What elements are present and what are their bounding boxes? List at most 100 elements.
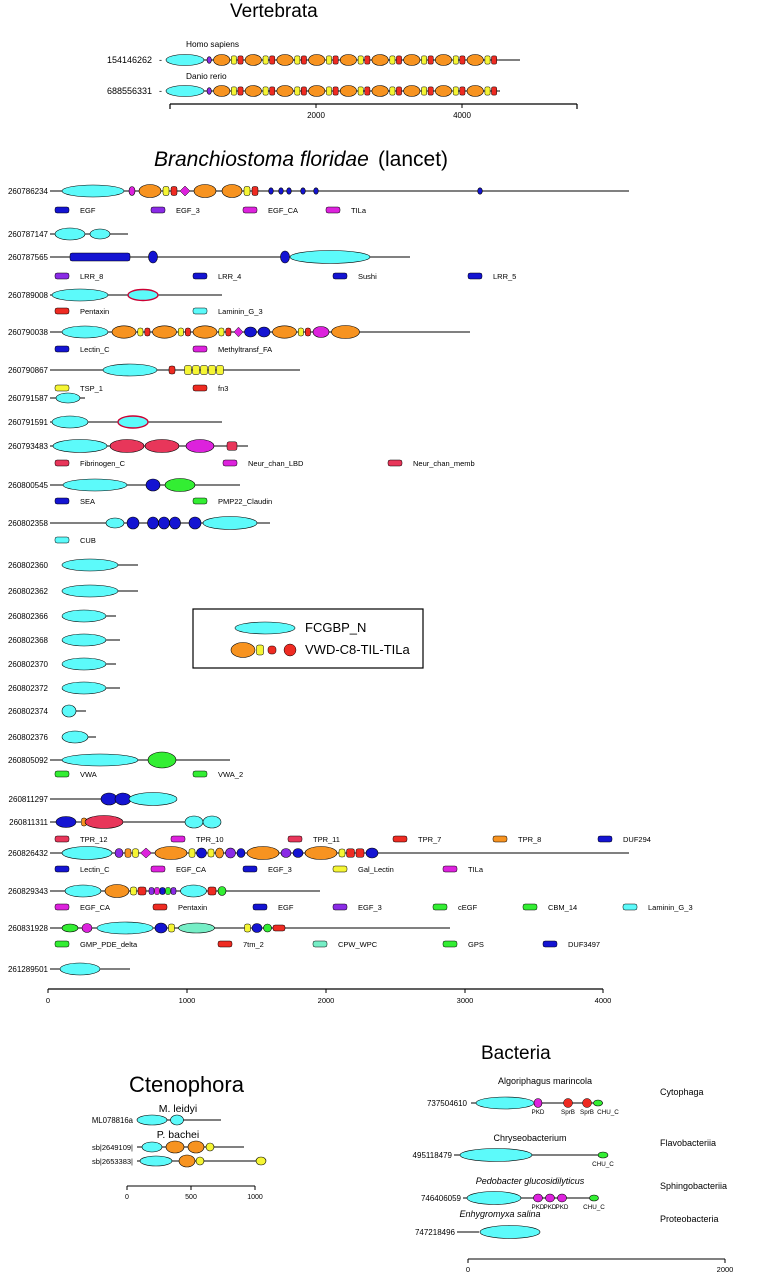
svg-text:3000: 3000 bbox=[457, 996, 474, 1005]
svg-text:LRR_4: LRR_4 bbox=[218, 272, 241, 281]
svg-text:261289501: 261289501 bbox=[8, 965, 49, 974]
svg-text:260802370: 260802370 bbox=[8, 660, 49, 669]
svg-text:260802360: 260802360 bbox=[8, 561, 49, 570]
svg-text:TPR_8: TPR_8 bbox=[518, 835, 541, 844]
svg-text:sb|2653383|: sb|2653383| bbox=[92, 1157, 133, 1166]
svg-text:TILa: TILa bbox=[351, 206, 367, 215]
svg-text:747218496: 747218496 bbox=[415, 1228, 456, 1237]
svg-text:260802372: 260802372 bbox=[8, 684, 49, 693]
svg-text:260793483: 260793483 bbox=[8, 442, 49, 451]
svg-text:-: - bbox=[159, 55, 162, 65]
svg-text:Danio rerio: Danio rerio bbox=[186, 71, 227, 81]
svg-text:-: - bbox=[159, 86, 162, 96]
svg-text:CHU_C: CHU_C bbox=[592, 1161, 614, 1168]
svg-text:PMP22_Claudin: PMP22_Claudin bbox=[218, 497, 272, 506]
svg-text:260790867: 260790867 bbox=[8, 366, 49, 375]
svg-text:260826432: 260826432 bbox=[8, 849, 49, 858]
svg-text:Algoriphagus marincola: Algoriphagus marincola bbox=[498, 1076, 592, 1086]
svg-text:LRR_8: LRR_8 bbox=[80, 272, 103, 281]
svg-text:FCGBP_N: FCGBP_N bbox=[305, 620, 366, 635]
svg-text:SEA: SEA bbox=[80, 497, 95, 506]
svg-text:260811311: 260811311 bbox=[9, 818, 48, 827]
svg-text:VWA_2: VWA_2 bbox=[218, 770, 243, 779]
svg-text:CHU_C: CHU_C bbox=[583, 1204, 605, 1211]
svg-text:260829343: 260829343 bbox=[8, 887, 49, 896]
svg-text:4000: 4000 bbox=[453, 111, 471, 120]
svg-text:Homo sapiens: Homo sapiens bbox=[186, 39, 239, 49]
svg-text:Pedobacter glucosidilyticus: Pedobacter glucosidilyticus bbox=[476, 1176, 585, 1186]
svg-text:737504610: 737504610 bbox=[427, 1099, 468, 1108]
svg-text:Cytophaga: Cytophaga bbox=[660, 1087, 704, 1097]
svg-text:260791587: 260791587 bbox=[8, 394, 49, 403]
svg-text:Vertebrata: Vertebrata bbox=[230, 1, 318, 22]
svg-text:Enhygromyxa salina: Enhygromyxa salina bbox=[459, 1209, 540, 1219]
svg-text:Sushi: Sushi bbox=[358, 272, 377, 281]
svg-text:260802376: 260802376 bbox=[8, 733, 49, 742]
svg-text:CPW_WPC: CPW_WPC bbox=[338, 940, 378, 949]
svg-text:0: 0 bbox=[125, 1194, 129, 1201]
svg-text:CUB: CUB bbox=[80, 536, 96, 545]
svg-text:260790038: 260790038 bbox=[8, 328, 49, 337]
svg-text:EGF_CA: EGF_CA bbox=[176, 865, 206, 874]
svg-text:EGF: EGF bbox=[278, 903, 294, 912]
svg-text:Fibrinogen_C: Fibrinogen_C bbox=[80, 459, 126, 468]
svg-text:sb|2649109|: sb|2649109| bbox=[92, 1143, 133, 1152]
svg-text:260802358: 260802358 bbox=[8, 519, 49, 528]
svg-text:CHU_C: CHU_C bbox=[597, 1109, 619, 1116]
svg-text:260800545: 260800545 bbox=[8, 481, 49, 490]
svg-text:Gal_Lectin: Gal_Lectin bbox=[358, 865, 394, 874]
svg-text:TILa: TILa bbox=[468, 865, 484, 874]
svg-text:Chryseobacterium: Chryseobacterium bbox=[493, 1133, 566, 1143]
svg-text:SprB: SprB bbox=[580, 1109, 594, 1116]
svg-text:260787147: 260787147 bbox=[8, 230, 49, 239]
svg-text:2000: 2000 bbox=[717, 1265, 734, 1274]
svg-text:VWD-C8-TIL-TILa: VWD-C8-TIL-TILa bbox=[305, 642, 411, 657]
svg-text:Proteobacteria: Proteobacteria bbox=[660, 1214, 719, 1224]
svg-text:LRR_5: LRR_5 bbox=[493, 272, 516, 281]
svg-text:Flavobacteriia: Flavobacteriia bbox=[660, 1138, 716, 1148]
svg-text:154146262: 154146262 bbox=[107, 55, 152, 65]
svg-text:1000: 1000 bbox=[179, 996, 196, 1005]
svg-text:7tm_2: 7tm_2 bbox=[243, 940, 264, 949]
svg-text:2000: 2000 bbox=[318, 996, 335, 1005]
svg-text:Neur_chan_LBD: Neur_chan_LBD bbox=[248, 459, 304, 468]
svg-text:260831928: 260831928 bbox=[8, 924, 49, 933]
svg-text:260786234: 260786234 bbox=[8, 187, 49, 196]
svg-text:P. bachei: P. bachei bbox=[157, 1129, 199, 1141]
svg-text:PKD: PKD bbox=[532, 1109, 545, 1116]
svg-text:0: 0 bbox=[466, 1265, 470, 1274]
svg-text:260802374: 260802374 bbox=[8, 707, 49, 716]
svg-text:EGF_CA: EGF_CA bbox=[80, 903, 110, 912]
svg-text:746406059: 746406059 bbox=[421, 1194, 462, 1203]
svg-text:260802366: 260802366 bbox=[8, 612, 49, 621]
svg-text:cEGF: cEGF bbox=[458, 903, 478, 912]
svg-text:260802362: 260802362 bbox=[8, 587, 49, 596]
svg-text:495118479: 495118479 bbox=[413, 1151, 453, 1160]
svg-text:(lancet): (lancet) bbox=[378, 148, 448, 171]
svg-text:2000: 2000 bbox=[307, 111, 325, 120]
svg-text:PKD: PKD bbox=[556, 1204, 569, 1211]
svg-text:260805092: 260805092 bbox=[8, 756, 49, 765]
svg-text:TPR_12: TPR_12 bbox=[80, 835, 108, 844]
svg-text:688556331: 688556331 bbox=[107, 86, 152, 96]
svg-text:260791591: 260791591 bbox=[8, 418, 49, 427]
svg-text:260789008: 260789008 bbox=[8, 291, 49, 300]
svg-text:Pentaxin: Pentaxin bbox=[80, 307, 109, 316]
svg-text:Methyltransf_FA: Methyltransf_FA bbox=[218, 345, 272, 354]
svg-text:Ctenophora: Ctenophora bbox=[129, 1072, 245, 1097]
svg-text:4000: 4000 bbox=[595, 996, 612, 1005]
svg-text:Laminin_G_3: Laminin_G_3 bbox=[218, 307, 263, 316]
svg-text:TSP_1: TSP_1 bbox=[80, 384, 103, 393]
svg-text:GPS: GPS bbox=[468, 940, 484, 949]
svg-text:GMP_PDE_delta: GMP_PDE_delta bbox=[80, 940, 138, 949]
svg-text:500: 500 bbox=[185, 1194, 197, 1201]
svg-text:Lectin_C: Lectin_C bbox=[80, 345, 110, 354]
svg-text:260787565: 260787565 bbox=[8, 253, 49, 262]
svg-text:fn3: fn3 bbox=[218, 384, 228, 393]
svg-text:TPR_11: TPR_11 bbox=[313, 835, 340, 844]
svg-text:Pentaxin: Pentaxin bbox=[178, 903, 207, 912]
svg-text:EGF_3: EGF_3 bbox=[358, 903, 382, 912]
svg-text:EGF_3: EGF_3 bbox=[268, 865, 292, 874]
svg-text:Branchiostoma floridae: Branchiostoma floridae bbox=[154, 148, 369, 171]
svg-text:0: 0 bbox=[46, 996, 50, 1005]
